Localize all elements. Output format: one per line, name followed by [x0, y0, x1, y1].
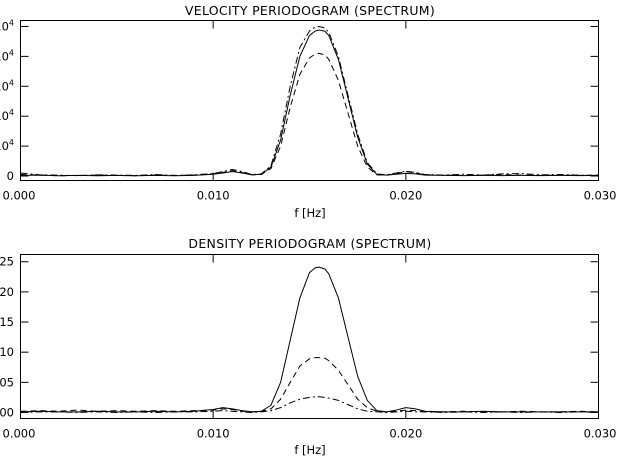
density-y-tick-label: 0.25	[0, 255, 14, 269]
density-y-tick-label: 0.05	[0, 375, 14, 389]
density-periodogram-panel: DENSITY PERIODOGRAM (SPECTRUM) 0.000 0.01…	[0, 236, 617, 457]
velocity-series-dashed-line	[20, 52, 599, 177]
velocity-series-dashdot-line	[20, 25, 599, 177]
velocity-y-tick-label: 2×104	[0, 108, 14, 123]
velocity-series-solid-line	[20, 29, 599, 177]
density-x-tick-label: 0.010	[197, 427, 230, 441]
velocity-y-tick-label: 5×104	[0, 18, 14, 33]
velocity-x-tick-label: 0.000	[3, 189, 36, 203]
density-y-tick-label: 0.15	[0, 315, 14, 329]
velocity-x-axis: 0.000 0.010 0.020 0.030	[3, 20, 617, 203]
density-x-axis-label: f [Hz]	[294, 443, 325, 457]
density-series-group	[20, 266, 599, 413]
density-chart-title: DENSITY PERIODOGRAM (SPECTRUM)	[188, 236, 431, 251]
density-series-dashed-line	[20, 357, 599, 413]
density-x-tick-label: 0.020	[389, 427, 422, 441]
velocity-x-tick-label: 0.030	[584, 189, 617, 203]
density-y-axis: 0.00 0.05 0.10 0.15 0.20 0.25	[0, 255, 599, 419]
velocity-y-tick-label: 1×104	[0, 138, 14, 153]
density-series-dashdot-line	[20, 396, 599, 413]
density-y-tick-label: 0.00	[0, 405, 14, 419]
velocity-y-tick-label: 3×104	[0, 78, 14, 93]
velocity-x-tick-label: 0.020	[389, 189, 422, 203]
velocity-y-tick-label: 4×104	[0, 48, 14, 63]
density-series-solid-line	[20, 266, 599, 413]
velocity-x-tick-label: 0.010	[197, 189, 230, 203]
density-x-axis: 0.000 0.010 0.020 0.030	[3, 254, 617, 441]
density-x-tick-label: 0.030	[584, 427, 617, 441]
velocity-y-tick-label: 0	[7, 169, 14, 183]
velocity-y-axis: 0 1×104 2×104 3×104 4×104 5×104	[0, 18, 599, 183]
density-plot-frame	[20, 254, 599, 419]
velocity-x-axis-label: f [Hz]	[294, 206, 325, 220]
velocity-plot-frame	[20, 20, 599, 181]
density-x-tick-label: 0.000	[3, 427, 36, 441]
density-y-tick-label: 0.20	[0, 285, 14, 299]
velocity-periodogram-panel: VELOCITY PERIODOGRAM (SPECTRUM) 0.000 0.0…	[0, 3, 617, 220]
velocity-series-group	[20, 25, 599, 177]
velocity-chart-title: VELOCITY PERIODOGRAM (SPECTRUM)	[185, 3, 435, 18]
density-y-tick-label: 0.10	[0, 345, 14, 359]
